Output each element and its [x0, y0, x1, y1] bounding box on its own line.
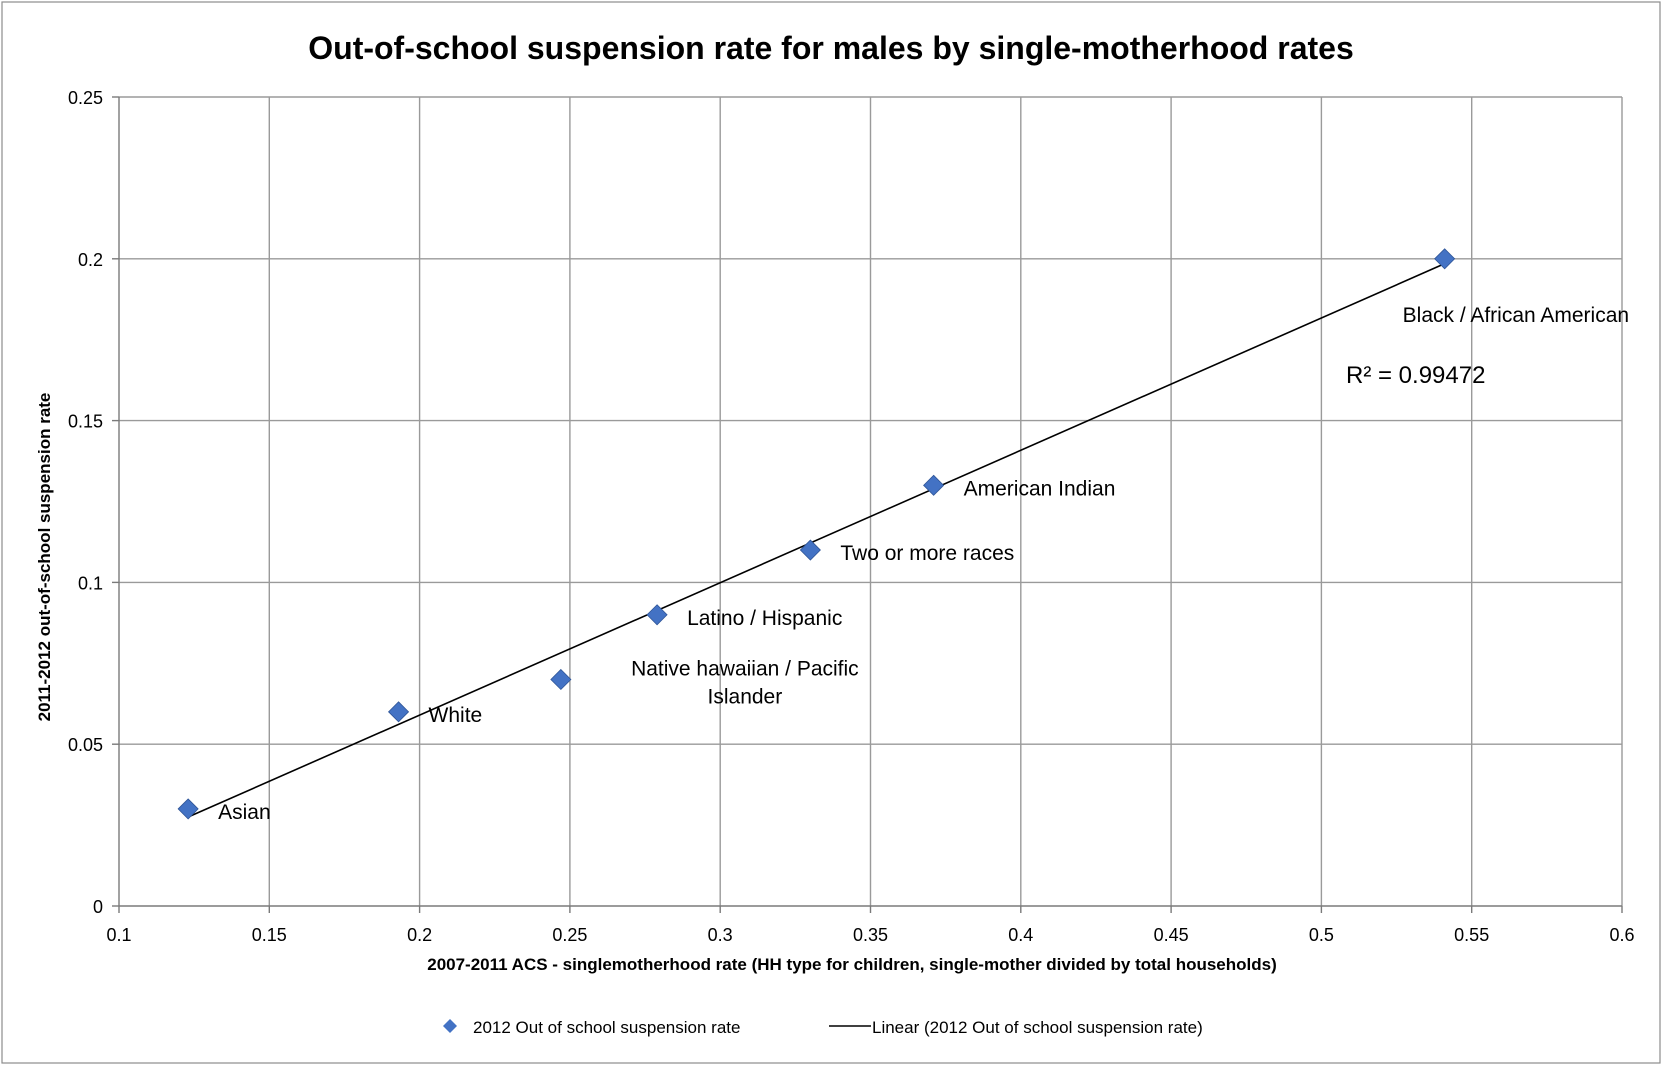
gridlines — [119, 96, 1623, 906]
data-point — [646, 604, 668, 626]
x-tick-label: 0.55 — [1454, 925, 1489, 945]
trendline-layer — [187, 262, 1445, 818]
data-point — [550, 668, 572, 691]
data-point — [923, 474, 945, 496]
y-tick-label: 0.15 — [68, 412, 103, 432]
y-tick-label: 0.1 — [78, 573, 103, 593]
data-label: Asian — [218, 801, 271, 824]
y-axis-title: 2011-2012 out-of-school suspension rate — [35, 393, 54, 722]
data-label: Black / African American — [1403, 304, 1629, 327]
r-squared-label: R² = 0.99472 — [1346, 362, 1485, 389]
x-tick-label: 0.15 — [252, 925, 287, 945]
legend-label-trendline: Linear (2012 Out of school suspension ra… — [872, 1018, 1203, 1037]
x-tick-label: 0.6 — [1609, 925, 1634, 945]
legend: 2012 Out of school suspension rate Linea… — [443, 1018, 1203, 1037]
x-axis-title: 2007-2011 ACS - singlemotherhood rate (H… — [427, 955, 1277, 974]
legend-diamond-marker — [443, 1019, 457, 1033]
data-point — [1434, 248, 1456, 270]
legend-label-series: 2012 Out of school suspension rate — [473, 1018, 740, 1037]
x-tick-label: 0.1 — [106, 925, 131, 945]
axes: 0.1 0.15 0.2 0.25 0.3 0.35 0.4 0.45 0.5 0.55 0.600… — [68, 88, 1635, 945]
x-tick-label: 0.5 — [1309, 925, 1334, 945]
data-label: Latino / Hispanic — [687, 607, 842, 630]
x-tick-label: 0.45 — [1154, 925, 1189, 945]
x-tick-label: 0.25 — [552, 925, 587, 945]
x-tick-label: 0.3 — [708, 925, 733, 945]
y-tick-label: 0 — [93, 897, 103, 917]
data-label: White — [429, 704, 483, 727]
chart-title: Out-of-school suspension rate for males … — [308, 30, 1353, 66]
data-label: Native hawaiian / Pacific Islander — [631, 657, 859, 708]
y-tick-label: 0.2 — [78, 250, 103, 270]
x-tick-label: 0.2 — [407, 925, 432, 945]
data-point — [177, 798, 199, 820]
x-tick-label: 0.35 — [853, 925, 888, 945]
data-label: Two or more races — [840, 542, 1014, 565]
trendline — [187, 262, 1445, 818]
data-label: American Indian — [964, 477, 1116, 500]
data-point — [387, 701, 410, 723]
y-tick-label: 0.25 — [68, 88, 103, 108]
y-tick-label: 0.05 — [68, 735, 103, 755]
data-point — [799, 539, 821, 561]
x-tick-label: 0.4 — [1008, 925, 1033, 945]
data-labels: Asian White Native hawaiian / Pacific Islan… — [218, 304, 1629, 824]
data-points — [177, 248, 1456, 820]
